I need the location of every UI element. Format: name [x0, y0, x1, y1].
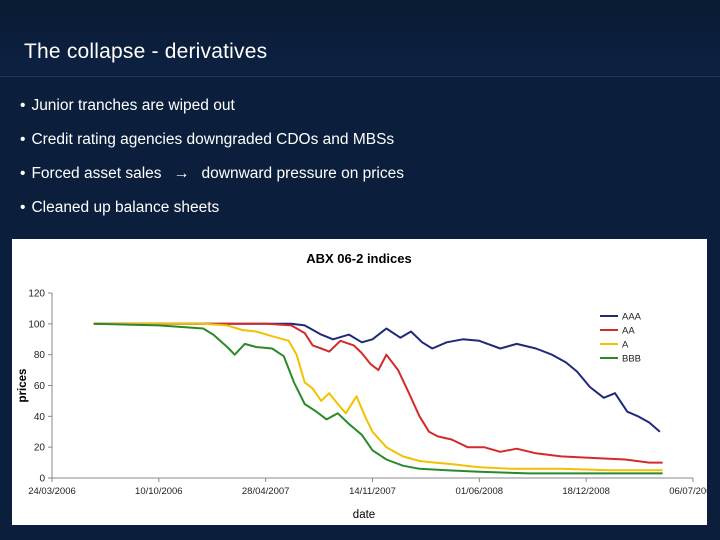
x-tick-label: 28/04/2007	[242, 486, 290, 497]
bullet-text: Cleaned up balance sheets	[31, 199, 220, 216]
x-tick-label: 06/07/2009	[669, 486, 707, 497]
bullet-text: Junior tranches are wiped out	[31, 97, 235, 114]
legend-label-bbb: BBB	[622, 354, 641, 365]
slide-title: The collapse - derivatives	[24, 40, 268, 63]
bullet-item: • Cleaned up balance sheets	[20, 198, 404, 232]
bullet-dot: •	[20, 131, 26, 148]
series-line-aa	[93, 322, 663, 464]
x-tick-label: 10/10/2006	[135, 486, 183, 497]
y-tick-label: 0	[39, 474, 45, 485]
arrow-icon: →	[173, 165, 190, 182]
y-tick-label: 80	[34, 350, 46, 361]
y-tick-label: 40	[34, 412, 46, 423]
bullet-list: • Junior tranches are wiped out • Credit r…	[20, 96, 404, 232]
y-tick-label: 20	[34, 443, 46, 454]
bullet-dot: •	[20, 97, 26, 114]
y-axis-label: prices	[17, 369, 29, 403]
chart-container: ABX 06-2 indices 0 20 40 60 80 100 120 24/03/200…	[12, 239, 717, 525]
x-tick-label: 24/03/2006	[28, 486, 76, 497]
bullet-item: • Forced asset sales → downward pressure on…	[20, 164, 404, 198]
y-tick-label: 60	[34, 381, 46, 392]
bullet-item: • Junior tranches are wiped out	[20, 96, 404, 130]
chart-title: ABX 06-2 indices	[306, 251, 412, 266]
bullet-text: Credit rating agencies downgraded CDOs a…	[31, 131, 395, 148]
x-axis-label: date	[353, 509, 375, 521]
series-line-aaa	[93, 322, 661, 433]
x-tick-label: 14/11/2007	[349, 486, 396, 497]
bullet-dot: •	[20, 165, 26, 182]
title-bar: The collapse - derivatives	[0, 0, 720, 77]
y-tick-label: 100	[28, 319, 45, 330]
bullet-item: • Credit rating agencies downgraded CDOs …	[20, 130, 404, 164]
abx-line-chart: ABX 06-2 indices 0 20 40 60 80 100 120 24/03/200…	[17, 251, 717, 521]
series-line-a	[93, 322, 663, 472]
bullet-text: Forced asset sales	[31, 165, 162, 182]
legend-label-aaa: AAA	[622, 312, 642, 323]
legend-label-aa: AA	[622, 326, 635, 337]
bullet-dot: •	[20, 199, 26, 216]
legend-label-a: A	[622, 340, 629, 351]
bullet-text-continued: downward pressure on prices	[201, 165, 404, 182]
x-tick-label: 01/06/2008	[456, 486, 504, 497]
x-tick-label: 18/12/2008	[562, 486, 610, 497]
y-tick-label: 120	[28, 289, 45, 300]
series-line-bbb	[93, 322, 663, 475]
